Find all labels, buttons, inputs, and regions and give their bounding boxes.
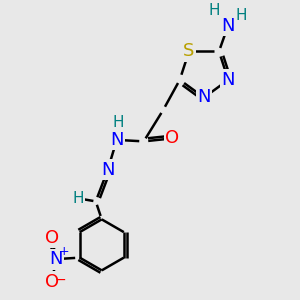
Text: N: N [221,17,235,35]
Text: −: − [55,273,67,287]
Text: O: O [165,129,179,147]
Text: H: H [73,191,84,206]
Text: H: H [112,115,124,130]
Text: N: N [101,161,115,179]
Text: N: N [110,131,124,149]
Text: H: H [236,8,247,23]
Text: O: O [45,273,59,291]
Text: O: O [45,229,59,247]
Text: N: N [197,88,211,106]
Text: S: S [183,42,195,60]
Text: +: + [58,245,69,258]
Text: N: N [50,250,63,268]
Text: H: H [209,3,220,18]
Text: N: N [221,71,235,89]
